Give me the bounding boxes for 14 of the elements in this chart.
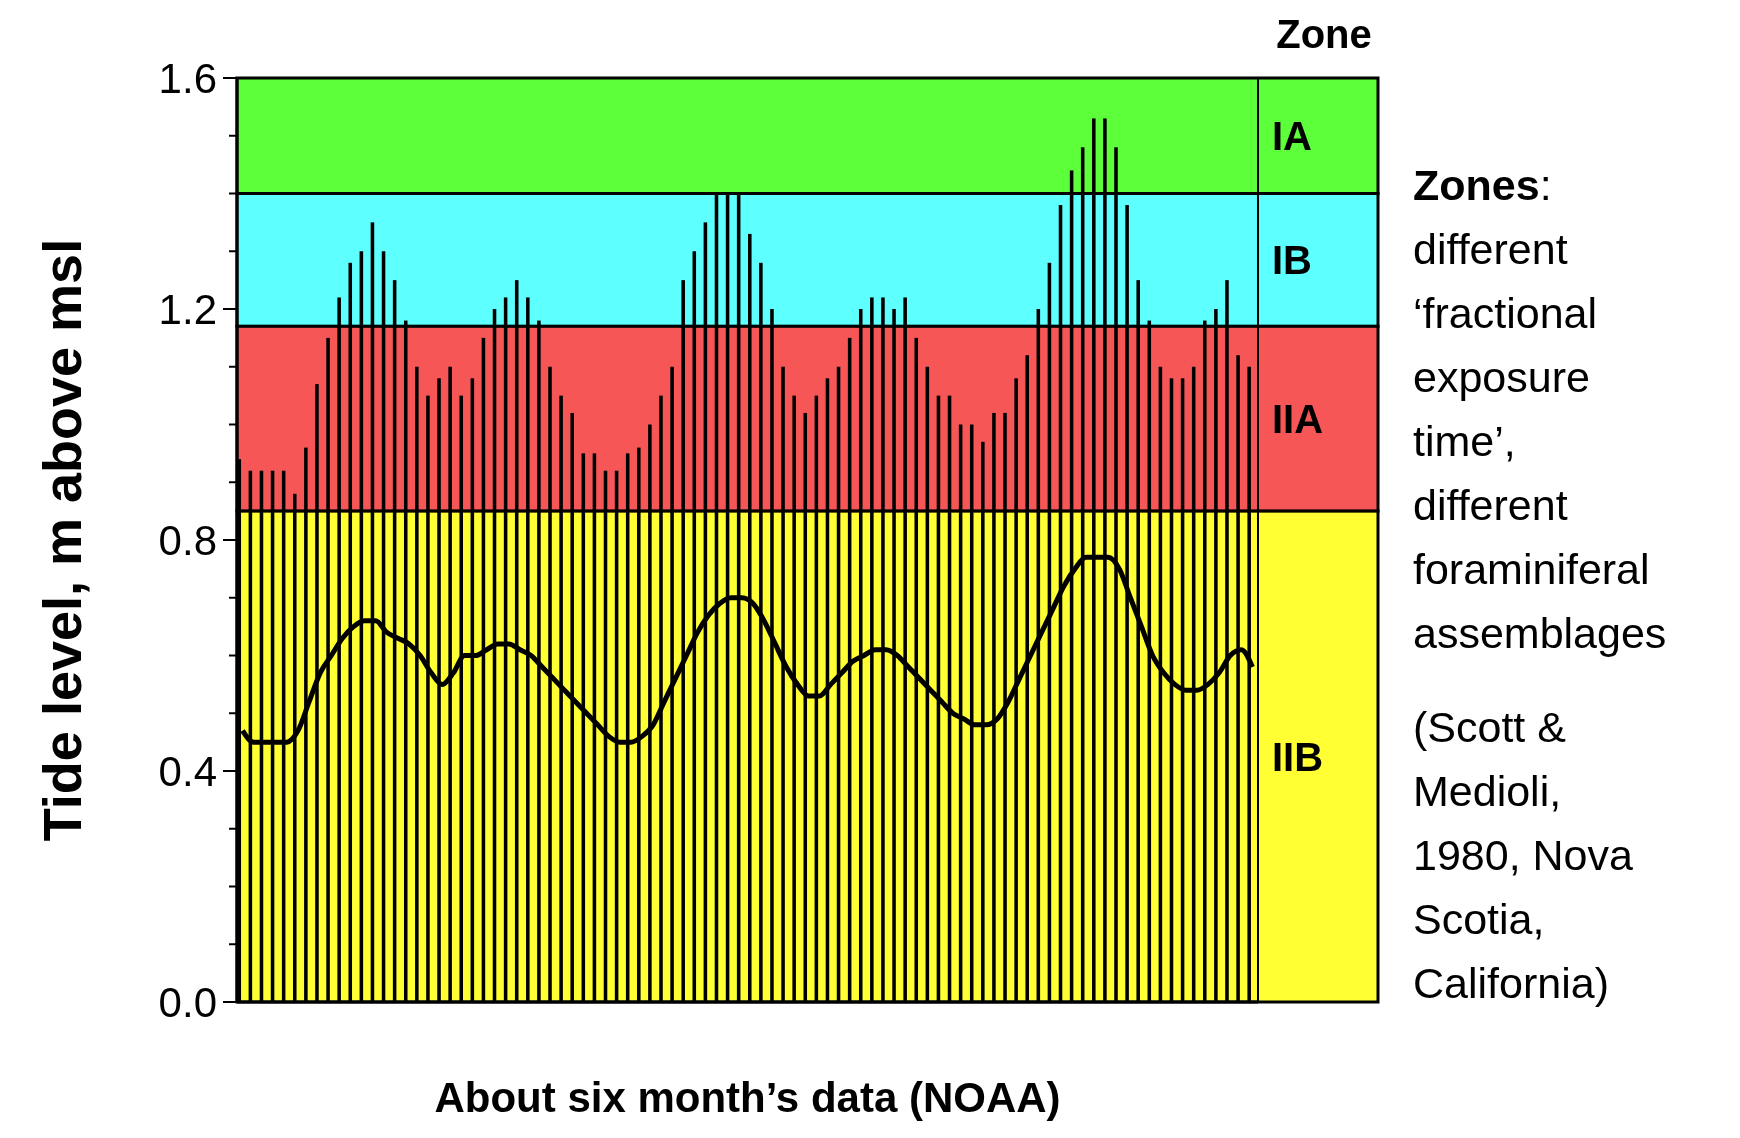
band-label: IA: [1272, 113, 1312, 158]
legend-title: Zone: [1276, 12, 1372, 56]
y-axis-title: Tide level, m above msl: [32, 238, 92, 842]
band-label: IIA: [1272, 396, 1324, 441]
band-label: IB: [1272, 237, 1312, 282]
text: (Scott & Medioli, 1980, Nova Scotia, California): [1413, 703, 1634, 1007]
y-tick-label: 0.4: [158, 747, 217, 795]
text: Zones: different ‘fractional exposure time’, different foraminiferal assemblages: [1413, 161, 1667, 657]
y-tick-label: 1.2: [158, 285, 217, 333]
band-label: IIB: [1272, 734, 1324, 779]
y-tick-label: 0.8: [158, 516, 217, 564]
y-tick-label: 0.0: [158, 978, 217, 1026]
y-tick-label: 1.6: [158, 54, 217, 102]
x-axis-title: About six month’s data (NOAA): [434, 1074, 1061, 1121]
